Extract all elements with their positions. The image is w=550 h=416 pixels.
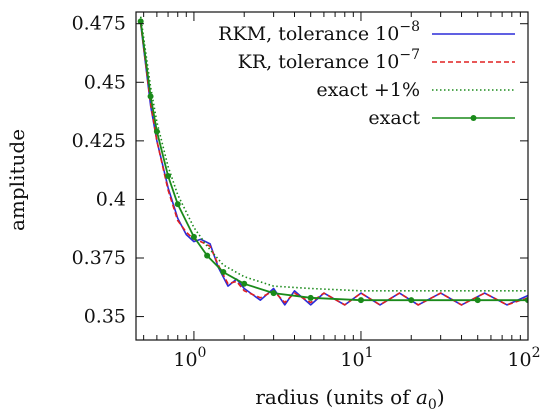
y-tick-label: 0.475 — [72, 13, 126, 35]
exact-marker — [147, 93, 154, 100]
exact-marker — [408, 297, 415, 304]
legend-marker — [470, 115, 477, 121]
x-axis-title: radius (units of a0) — [255, 385, 444, 413]
x-tick-label: 101 — [340, 345, 373, 371]
exact-marker — [174, 201, 181, 208]
exact-marker — [474, 297, 481, 304]
x-tick-label: 102 — [507, 345, 540, 371]
exact-marker — [137, 18, 144, 25]
exact-marker — [241, 280, 248, 287]
x-axis-title-main: radius (units of — [255, 385, 416, 409]
exact-marker — [307, 294, 314, 301]
exact-marker — [204, 252, 211, 259]
y-tick-label: 0.45 — [84, 71, 126, 93]
y-axis-title: amplitude — [5, 129, 29, 231]
plot-frame — [135, 11, 529, 341]
exact-marker — [270, 290, 277, 297]
exact-marker — [165, 173, 172, 179]
x-axis-title-sub: 0 — [428, 397, 437, 413]
legend-entry-label: KR, tolerance 10−7 — [238, 47, 420, 73]
x-axis-title-close: ) — [437, 385, 445, 409]
y-tick-label: 0.4 — [96, 188, 126, 210]
y-tick-label: 0.425 — [72, 130, 126, 152]
exact-marker — [190, 233, 197, 240]
legend-entry-label: exact +1% — [316, 79, 420, 101]
x-axis-title-symbol: a — [416, 385, 428, 409]
exact-marker — [220, 269, 227, 276]
ticks-layer: 0.35 0.375 0.4 0.425 0.45 0.475 100 101 102 — [72, 12, 541, 371]
legend-entry-label: RKM, tolerance 10−8 — [218, 19, 420, 45]
exact-marker — [357, 297, 364, 304]
exact-marker — [153, 128, 160, 135]
legend-entry-label: exact — [368, 107, 420, 129]
y-tick-label: 0.375 — [72, 247, 126, 269]
y-tick-label: 0.35 — [84, 306, 126, 328]
legend: RKM, tolerance 10−8KR, tolerance 10−7 exa… — [218, 19, 515, 129]
series-layer — [137, 16, 528, 306]
x-tick-label: 100 — [173, 345, 206, 371]
exact-marker — [525, 297, 528, 304]
